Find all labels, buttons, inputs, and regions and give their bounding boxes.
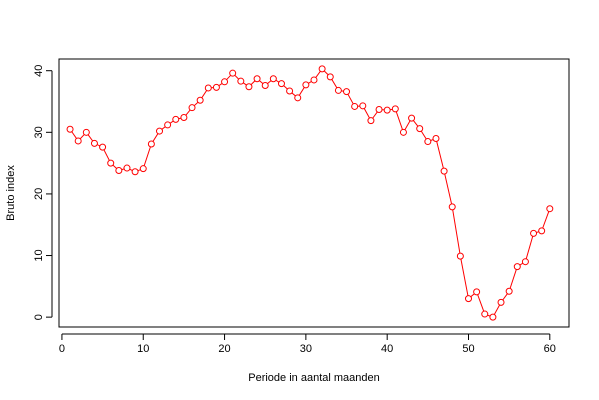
- x-axis: 0 10 20 30 40 50 60: [59, 333, 556, 355]
- data-point: [513, 263, 521, 271]
- data-point: [269, 75, 277, 83]
- y-axis-title: Bruto index: [5, 165, 17, 221]
- data-point: [123, 164, 131, 172]
- data-point: [245, 83, 253, 91]
- data-point: [204, 84, 212, 92]
- data-point: [302, 81, 310, 89]
- data-point: [229, 69, 237, 77]
- data-point: [188, 104, 196, 112]
- series-line: [69, 68, 551, 318]
- y-tick-label: 40: [33, 65, 45, 77]
- data-point: [261, 81, 269, 89]
- y-axis: 0 10 20 30 40: [33, 65, 53, 320]
- data-point: [131, 168, 139, 176]
- data-point: [497, 298, 505, 306]
- data-point: [310, 76, 318, 84]
- data-point: [440, 167, 448, 175]
- data-point: [253, 75, 261, 83]
- data-point: [473, 288, 481, 296]
- data-point: [383, 106, 391, 114]
- data-point: [212, 83, 220, 91]
- data-point: [424, 138, 432, 146]
- data-point: [334, 86, 342, 94]
- data-point: [481, 310, 489, 318]
- data-point: [99, 143, 107, 151]
- data-point: [546, 205, 554, 213]
- data-point: [359, 102, 367, 110]
- x-tick-label: 0: [59, 343, 65, 355]
- data-point: [538, 227, 546, 235]
- data-point: [74, 137, 82, 145]
- data-point: [277, 80, 285, 88]
- data-point: [164, 121, 172, 129]
- y-tick-label: 0: [33, 314, 45, 320]
- data-point: [521, 258, 529, 266]
- data-point: [221, 78, 229, 86]
- data-point: [408, 114, 416, 122]
- plot-frame: [58, 58, 570, 328]
- data-point: [82, 128, 90, 136]
- data-point: [505, 287, 513, 295]
- data-point: [196, 96, 204, 104]
- data-point: [115, 167, 123, 175]
- x-tick-label: 50: [462, 343, 474, 355]
- data-point: [326, 73, 334, 81]
- data-point: [156, 127, 164, 135]
- x-tick-label: 60: [544, 343, 556, 355]
- data-point: [318, 65, 326, 73]
- x-tick-label: 10: [137, 343, 149, 355]
- data-point: [464, 295, 472, 303]
- y-tick-label: 20: [33, 188, 45, 200]
- data-point: [172, 115, 180, 123]
- x-tick-label: 40: [381, 343, 393, 355]
- data-point: [180, 114, 188, 122]
- data-point: [294, 94, 302, 102]
- data-point: [351, 102, 359, 110]
- data-point: [367, 117, 375, 125]
- data-point: [448, 203, 456, 211]
- data-point: [66, 125, 74, 133]
- data-point: [286, 87, 294, 95]
- x-tick-label: 30: [300, 343, 312, 355]
- data-point: [489, 313, 497, 321]
- x-tick-label: 20: [218, 343, 230, 355]
- data-point: [530, 229, 538, 237]
- y-tick-label: 10: [33, 249, 45, 261]
- data-point: [456, 252, 464, 260]
- data-point: [107, 159, 115, 167]
- data-point: [399, 128, 407, 136]
- data-point: [139, 165, 147, 173]
- data-point: [147, 140, 155, 148]
- data-point: [237, 77, 245, 85]
- x-axis-title: Periode in aantal maanden: [248, 372, 379, 384]
- data-point: [391, 105, 399, 113]
- data-point: [343, 88, 351, 96]
- data-point: [90, 139, 98, 147]
- series-points: [66, 65, 554, 321]
- y-tick-label: 30: [33, 126, 45, 138]
- data-point: [416, 125, 424, 133]
- data-point: [432, 134, 440, 142]
- data-point: [375, 106, 383, 114]
